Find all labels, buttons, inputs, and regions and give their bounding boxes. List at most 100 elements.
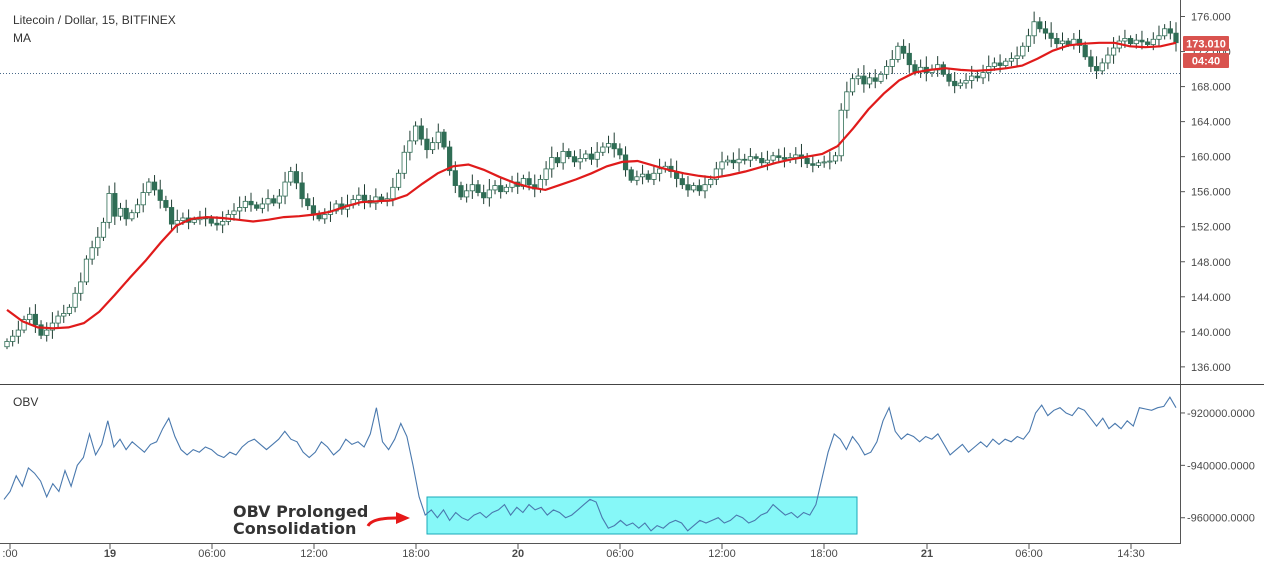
candle-up <box>537 179 544 190</box>
time-tick-label: 20 <box>512 548 524 560</box>
candle-down <box>776 155 782 158</box>
chart-title: Litecoin / Dollar, 15, BITFINEX <box>13 13 176 27</box>
candle-down <box>679 178 685 186</box>
candle-up <box>288 171 294 183</box>
candle-up <box>656 168 663 174</box>
obv-tick-label: -960000.0000 <box>1187 513 1255 525</box>
candle-up <box>889 59 895 67</box>
candle-up <box>1110 47 1117 56</box>
candle-down <box>1088 56 1094 67</box>
candle-down <box>946 73 952 82</box>
candle-down <box>310 205 317 214</box>
price-tick-label: 160.000 <box>1191 152 1231 164</box>
candle-up <box>464 190 470 198</box>
candle-up <box>1014 55 1020 59</box>
candle-down <box>628 169 634 181</box>
candle-up <box>95 236 101 249</box>
price-tick-label: 136.000 <box>1191 362 1231 374</box>
candle-up <box>793 154 799 158</box>
candle-down <box>742 158 748 161</box>
candle-down <box>645 173 651 180</box>
candle-down <box>571 156 578 163</box>
candle-up <box>276 195 282 204</box>
candle-down <box>123 207 129 220</box>
candle-up <box>55 315 61 324</box>
candle-up <box>412 125 419 142</box>
candle-up <box>242 200 248 208</box>
candle-up <box>849 78 856 93</box>
candle-down <box>452 170 458 186</box>
price-tick-label: 156.000 <box>1191 187 1231 199</box>
candle-up <box>1156 35 1162 40</box>
candle-up <box>736 158 742 164</box>
candle-down <box>872 77 878 82</box>
candle-up <box>66 306 73 314</box>
annotation-line1: OBV Prolonged <box>233 502 368 521</box>
candle-down <box>271 198 277 204</box>
candle-down <box>804 158 810 165</box>
candle-up <box>134 204 141 214</box>
candles-layer <box>4 11 1179 350</box>
candle-down <box>254 204 260 209</box>
candle-up <box>265 198 271 205</box>
candle-down <box>475 184 481 193</box>
candle-down <box>1145 41 1151 45</box>
candle-up <box>231 210 237 215</box>
candle-down <box>730 159 736 164</box>
candle-down <box>248 200 254 206</box>
candle-up <box>838 109 844 157</box>
candle-up <box>1099 62 1105 72</box>
countdown-badge <box>1183 53 1229 68</box>
candle-up <box>129 212 135 220</box>
candle-down <box>1093 66 1100 72</box>
candle-up <box>844 91 850 111</box>
candle-up <box>969 75 975 81</box>
candle-down <box>1139 39 1145 43</box>
price-tick-label: 144.000 <box>1191 292 1231 304</box>
price-tick-label: 148.000 <box>1191 257 1231 269</box>
candle-up <box>191 219 197 223</box>
candle-down <box>418 125 424 140</box>
candle-down <box>214 222 220 226</box>
candle-down <box>1042 28 1049 34</box>
candle-up <box>1059 40 1066 45</box>
candle-up <box>174 220 180 225</box>
candle-up <box>713 168 719 180</box>
candle-up <box>259 203 265 209</box>
candle-down <box>526 178 532 186</box>
candle-down <box>685 184 691 191</box>
candle-up <box>883 66 890 75</box>
candle-up <box>577 158 583 163</box>
candle-up <box>61 313 67 317</box>
candle-down <box>1173 32 1179 44</box>
candle-up <box>1162 28 1168 37</box>
obv-line <box>3 396 1177 532</box>
candle-up <box>1105 54 1111 64</box>
candle-down <box>361 194 368 201</box>
candle-down <box>299 182 305 200</box>
candle-up <box>832 155 839 162</box>
candle-up <box>100 221 107 238</box>
time-tick-label: 14:30 <box>1117 548 1145 560</box>
candle-up <box>583 153 589 159</box>
candle-down <box>1054 38 1060 45</box>
candle-down <box>441 131 447 148</box>
candle-up <box>1133 39 1139 45</box>
candle-down <box>1076 38 1083 46</box>
price-tick-label: 140.000 <box>1191 327 1231 339</box>
candle-up <box>140 192 146 206</box>
candle-up <box>1150 38 1156 45</box>
time-tick-label: 12:00 <box>300 548 328 560</box>
candle-up <box>764 159 771 164</box>
time-tick-label: 12:00 <box>708 548 736 560</box>
candle-up <box>10 335 16 342</box>
candle-up <box>639 173 646 178</box>
candle-down <box>1048 32 1054 39</box>
candle-up <box>702 184 708 192</box>
candle-up <box>963 80 969 84</box>
candle-up <box>117 207 124 217</box>
candle-up <box>1122 38 1128 42</box>
candle-up <box>708 179 714 186</box>
candle-up <box>89 247 95 260</box>
candle-up <box>1003 60 1009 66</box>
